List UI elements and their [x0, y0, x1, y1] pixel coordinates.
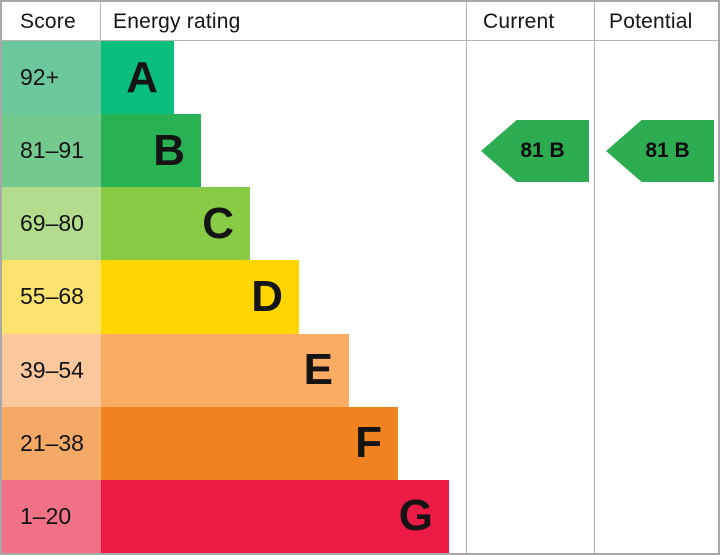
header-score: Score — [20, 9, 76, 33]
header-potential: Potential — [609, 9, 693, 33]
header-energy-rating: Energy rating — [113, 9, 241, 33]
rating-row: 92+ A — [2, 41, 718, 115]
rating-bar: E — [101, 333, 349, 407]
rating-bar: G — [101, 479, 449, 553]
rating-letter: D — [251, 271, 283, 321]
rating-row: 69–80 C — [2, 187, 718, 261]
score-range: 21–38 — [2, 406, 101, 480]
current-rating-label: 81 B — [520, 139, 565, 162]
rating-letter: A — [126, 52, 158, 102]
potential-rating-label: 81 B — [645, 139, 690, 162]
rating-row: 81–91 B — [2, 114, 718, 188]
rating-row: 55–68 D — [2, 260, 718, 334]
rating-letter: C — [202, 198, 234, 248]
score-range: 39–54 — [2, 333, 101, 407]
chart-header: Score Energy rating Current Potential — [2, 2, 718, 41]
header-current: Current — [483, 9, 555, 33]
header-score-divider — [100, 2, 101, 41]
rating-letter: G — [398, 491, 433, 541]
rating-bar: B — [101, 114, 201, 188]
rating-rows: 92+ A 81–91 B 69–80 C 55–68 D 39–54 E 21… — [2, 41, 718, 553]
potential-column-divider — [594, 2, 595, 553]
rating-letter: F — [355, 418, 382, 468]
score-range: 69–80 — [2, 187, 101, 261]
rating-bar: C — [101, 187, 250, 261]
score-range: 1–20 — [2, 479, 101, 553]
score-range: 81–91 — [2, 114, 101, 188]
rating-row: 21–38 F — [2, 406, 718, 480]
rating-bar: F — [101, 406, 398, 480]
rating-row: 39–54 E — [2, 333, 718, 407]
rating-bar: D — [101, 260, 299, 334]
current-column-divider — [466, 2, 467, 553]
header-underline — [2, 40, 718, 41]
rating-row: 1–20 G — [2, 479, 718, 553]
rating-letter: E — [303, 345, 333, 395]
rating-bar: A — [101, 41, 174, 115]
score-range: 92+ — [2, 41, 101, 115]
score-range: 55–68 — [2, 260, 101, 334]
rating-letter: B — [153, 125, 185, 175]
